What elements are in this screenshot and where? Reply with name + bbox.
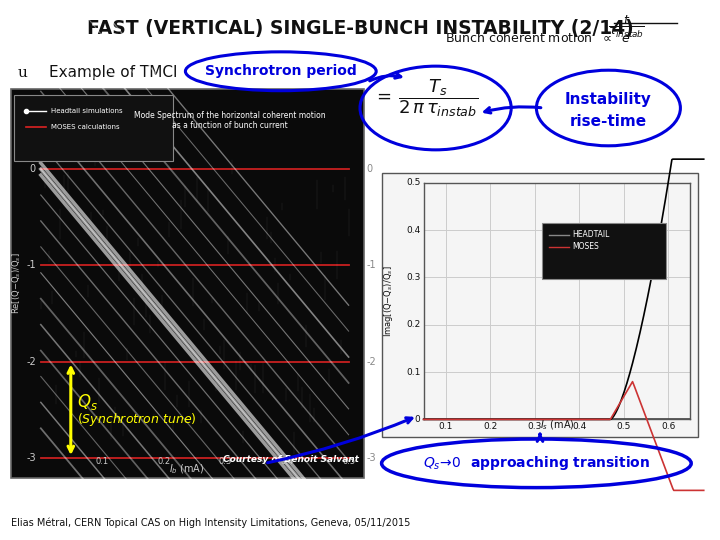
Text: Synchrotron period: Synchrotron period xyxy=(205,64,356,78)
Text: Courtesy of Benoit Salvant: Courtesy of Benoit Salvant xyxy=(222,455,359,464)
Text: FAST (VERTICAL) SINGLE-BUNCH INSTABILITY (2/14): FAST (VERTICAL) SINGLE-BUNCH INSTABILITY… xyxy=(86,19,634,38)
Text: 0.5: 0.5 xyxy=(616,422,631,431)
Text: 0.1: 0.1 xyxy=(438,422,453,431)
Text: 0.2: 0.2 xyxy=(406,320,420,329)
Text: -3: -3 xyxy=(26,453,36,463)
Text: 0.4: 0.4 xyxy=(281,457,294,466)
Text: 0: 0 xyxy=(30,164,36,174)
Text: 0.1: 0.1 xyxy=(96,457,109,466)
FancyBboxPatch shape xyxy=(14,95,173,161)
Text: 0.4: 0.4 xyxy=(572,422,586,431)
Text: 0.5: 0.5 xyxy=(342,457,355,466)
Text: MOSES: MOSES xyxy=(572,242,599,251)
Text: 0.1: 0.1 xyxy=(406,368,420,376)
Text: 0.5: 0.5 xyxy=(406,178,420,187)
FancyBboxPatch shape xyxy=(541,224,666,279)
Text: $=\,\dfrac{T_s}{2\,\pi\,\tau_{instab}}$: $=\,\dfrac{T_s}{2\,\pi\,\tau_{instab}}$ xyxy=(373,77,478,119)
Text: HEADTAIL: HEADTAIL xyxy=(572,231,609,239)
FancyBboxPatch shape xyxy=(11,89,364,478)
Text: 0: 0 xyxy=(415,415,420,424)
Text: Mode Spectrum of the horizontal coherent motion
as a function of bunch current: Mode Spectrum of the horizontal coherent… xyxy=(134,111,325,131)
Text: Imag[(Q$-$Q$_s$)/Q$_s$]: Imag[(Q$-$Q$_s$)/Q$_s$] xyxy=(382,265,395,337)
Text: Re[(Q$-$Q$_s$)/Q$_s$]: Re[(Q$-$Q$_s$)/Q$_s$] xyxy=(11,253,23,314)
Text: 0.2: 0.2 xyxy=(158,457,171,466)
Text: Instability: Instability xyxy=(565,92,652,107)
Text: Elias Métral, CERN Topical CAS on High Intensity Limitations, Geneva, 05/11/2015: Elias Métral, CERN Topical CAS on High I… xyxy=(11,518,410,528)
Text: 0.4: 0.4 xyxy=(406,226,420,234)
Text: $Q_s\!\rightarrow\!0$  approaching transition: $Q_s\!\rightarrow\!0$ approaching transi… xyxy=(423,454,650,472)
Text: 0.2: 0.2 xyxy=(483,422,498,431)
Text: 0.3: 0.3 xyxy=(219,457,232,466)
Text: -2: -2 xyxy=(26,356,36,367)
Text: $I_s$ (mA): $I_s$ (mA) xyxy=(539,419,575,433)
Text: u: u xyxy=(18,66,28,80)
Text: $\mathit{Q_s}$: $\mathit{Q_s}$ xyxy=(77,392,98,412)
Text: 0.3: 0.3 xyxy=(406,273,420,282)
Text: 0.6: 0.6 xyxy=(661,422,675,431)
Text: rise-time: rise-time xyxy=(570,114,647,129)
Text: MOSES calculations: MOSES calculations xyxy=(51,124,120,130)
Text: 0: 0 xyxy=(366,164,373,174)
FancyBboxPatch shape xyxy=(382,173,698,437)
Text: Example of TMCI: Example of TMCI xyxy=(49,65,177,80)
Text: 0.3: 0.3 xyxy=(528,422,542,431)
Text: -1: -1 xyxy=(26,260,36,271)
Text: $\mathit{(Synchrotron\ tune)}$: $\mathit{(Synchrotron\ tune)}$ xyxy=(77,411,197,428)
Text: -1: -1 xyxy=(366,260,377,271)
Text: -2: -2 xyxy=(366,356,377,367)
Text: Bunch coherent motion  $\propto$  $e$: Bunch coherent motion $\propto$ $e$ xyxy=(445,31,631,45)
Text: -3: -3 xyxy=(366,453,377,463)
Text: $\dfrac{t}{\tau_{instab}}$: $\dfrac{t}{\tau_{instab}}$ xyxy=(608,14,645,39)
Text: $I_b$ (mA): $I_b$ (mA) xyxy=(169,462,205,476)
Text: Headtail simulations: Headtail simulations xyxy=(51,108,122,114)
